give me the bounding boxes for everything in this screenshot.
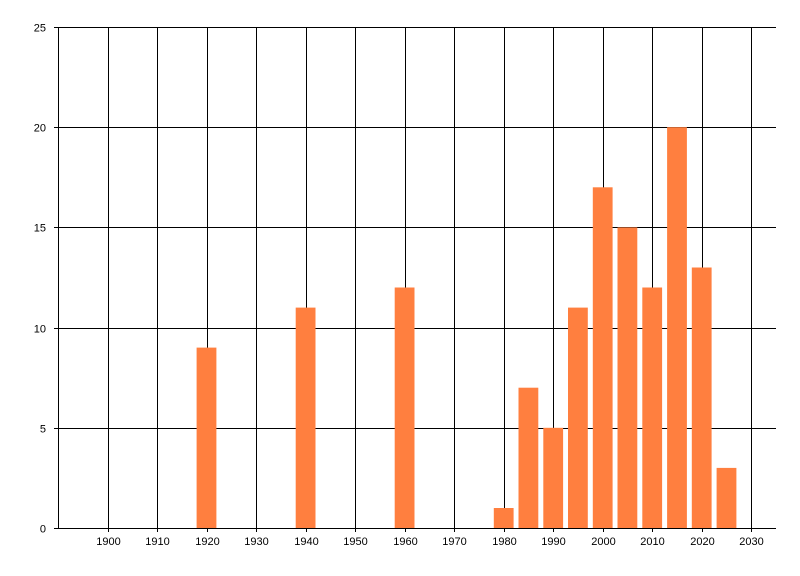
- bar-2000: [592, 187, 613, 529]
- x-tick-label-1900: 1900: [96, 536, 120, 548]
- bar-2020: [691, 267, 712, 528]
- x-tick-label-2020: 2020: [690, 536, 714, 548]
- x-tick-label-1960: 1960: [393, 536, 417, 548]
- bar-1985: [518, 387, 539, 528]
- y-tick-label-5: 5: [40, 424, 46, 436]
- y-tick-label-20: 20: [34, 123, 46, 135]
- x-tick-label-1930: 1930: [244, 536, 268, 548]
- bar-1980: [493, 508, 514, 528]
- x-tick-label-1920: 1920: [195, 536, 219, 548]
- x-tick-label-1940: 1940: [294, 536, 318, 548]
- x-tick-label-2000: 2000: [591, 536, 615, 548]
- x-tick-label-1990: 1990: [541, 536, 565, 548]
- bar-2010: [642, 287, 663, 528]
- y-tick-label-0: 0: [40, 524, 46, 536]
- bar-1940: [295, 307, 316, 528]
- x-tick-label-1980: 1980: [492, 536, 516, 548]
- y-axis-tick-labels: 0 5 10 15 20 25: [34, 23, 46, 536]
- bar-1990: [543, 427, 564, 528]
- y-tick-label-10: 10: [34, 324, 46, 336]
- x-tick-label-1950: 1950: [343, 536, 367, 548]
- bar-2015: [667, 127, 687, 528]
- x-tick-label-2010: 2010: [640, 536, 664, 548]
- bars: [196, 127, 737, 529]
- bar-1960: [394, 287, 415, 528]
- x-tick-label-1910: 1910: [145, 536, 169, 548]
- y-tick-label-15: 15: [34, 223, 46, 235]
- x-tick-label-1970: 1970: [442, 536, 466, 548]
- bar-1920: [196, 347, 217, 528]
- bar-1995: [568, 307, 588, 528]
- bar-2025: [716, 467, 737, 528]
- x-axis-tick-labels: 1900 1910 1920 1930 1940 1950 1960 1970 1980 1990…: [96, 536, 763, 548]
- bar-2005: [617, 227, 638, 528]
- x-tick-label-2030: 2030: [739, 536, 763, 548]
- axes: [58, 27, 776, 529]
- y-tick-label-25: 25: [34, 23, 46, 35]
